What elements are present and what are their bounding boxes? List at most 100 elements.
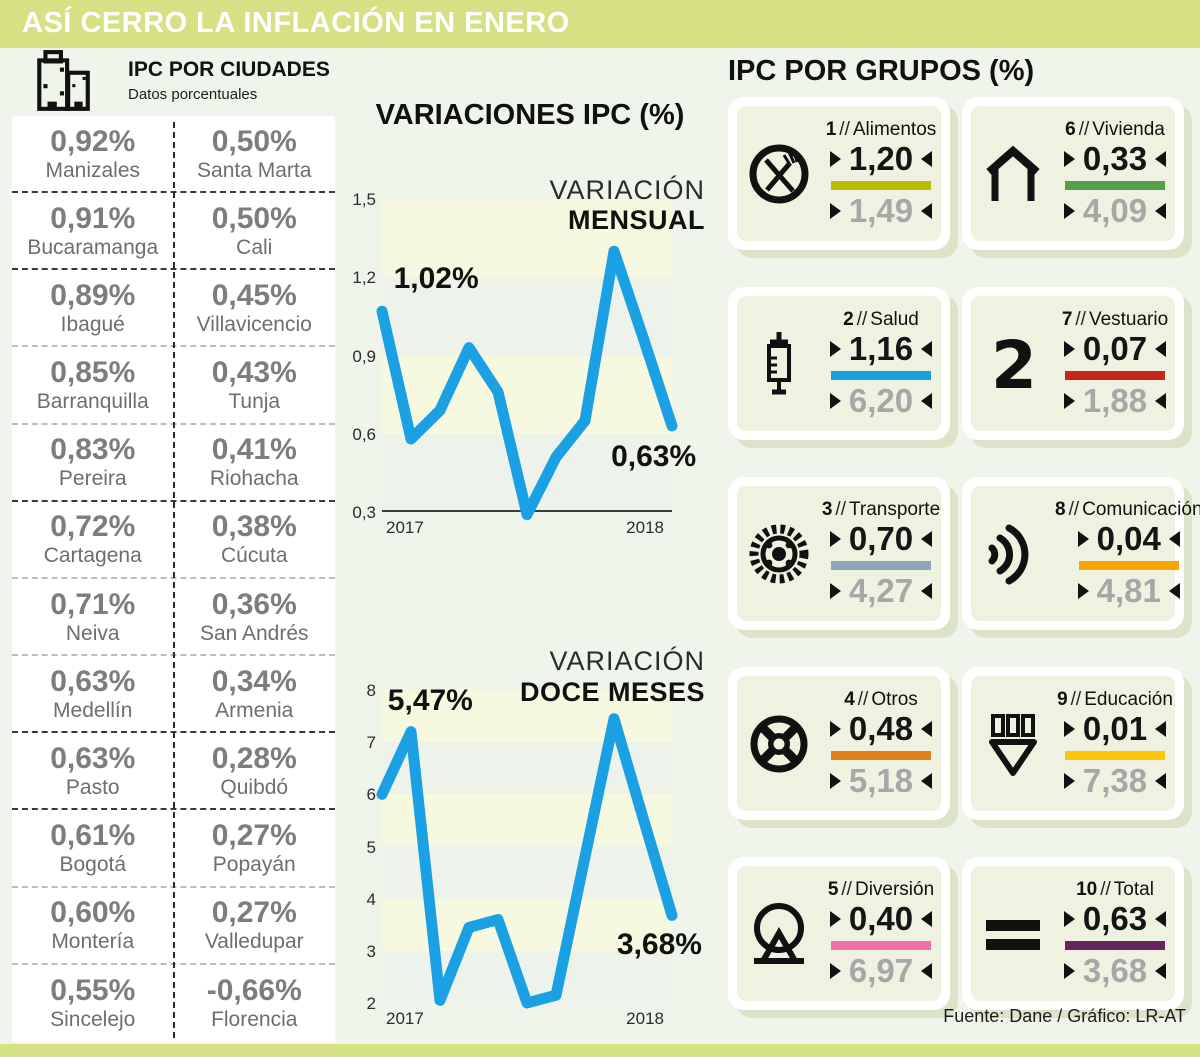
monthly-value-row: 1,16 bbox=[829, 329, 933, 367]
group-color-bar bbox=[831, 370, 931, 380]
group-card: 4//Otros 0,48 5,18 bbox=[728, 667, 950, 820]
group-separator: // bbox=[835, 498, 846, 520]
city-cell: 0,61% Bogotá bbox=[12, 821, 174, 877]
group-name: Educación bbox=[1084, 688, 1173, 710]
title-bar: ASÍ CERRO LA INFLACIÓN EN ENERO bbox=[0, 0, 1200, 48]
city-table-row: 0,60% Montería 0,27% Valledupar bbox=[12, 888, 335, 965]
y-axis-tick-label: 3 bbox=[366, 941, 376, 961]
arrow-left-icon bbox=[1168, 531, 1180, 548]
twelve-month-value-row: 4,09 bbox=[1063, 193, 1167, 229]
page-title: ASÍ CERRO LA INFLACIÓN EN ENERO bbox=[22, 7, 570, 39]
hanger-icon: 2 bbox=[971, 329, 1055, 399]
group-card-values: 3//Transporte 0,70 4,27 bbox=[821, 499, 941, 608]
group-label: 8//Comunicación bbox=[1055, 499, 1200, 521]
group-card-inner: 10//Total 0,63 3,68 bbox=[971, 866, 1175, 1001]
twelve-month-value-row: 1,49 bbox=[829, 193, 933, 229]
city-table-row: 0,55% Sincelejo -0,66% Florencia bbox=[12, 965, 335, 1042]
group-separator: // bbox=[1078, 118, 1090, 140]
twelve-month-value: 5,18 bbox=[848, 761, 914, 799]
monthly-value: 0,01 bbox=[1082, 709, 1148, 747]
arrow-left-icon bbox=[921, 392, 933, 409]
y-axis-tick-label: 6 bbox=[366, 785, 376, 805]
chart-title-light: VARIACIÓN bbox=[549, 175, 705, 205]
arrow-left-icon bbox=[921, 202, 933, 219]
chart-title-light: VARIACIÓN bbox=[549, 646, 705, 676]
group-card-values: 6//Vivienda 0,33 4,09 bbox=[1055, 119, 1175, 228]
city-name: Bogotá bbox=[59, 853, 127, 877]
arrow-left-icon bbox=[1155, 151, 1167, 168]
group-card-inner: 2 7//Vestuario 0,07 1,88 bbox=[971, 296, 1175, 431]
arrow-right-icon bbox=[829, 772, 841, 789]
group-card-inner: 5//Diversión 0,40 6,97 bbox=[737, 866, 941, 1001]
group-separator: // bbox=[839, 118, 850, 140]
city-cell: 0,63% Medellín bbox=[12, 664, 174, 721]
city-name: Pasto bbox=[65, 775, 120, 799]
city-value: 0,41% bbox=[211, 433, 297, 467]
line-series bbox=[376, 245, 678, 521]
y-axis-tick-label: 5 bbox=[366, 837, 376, 857]
data-point-label: 5,47% bbox=[387, 683, 473, 717]
arrow-left-icon bbox=[921, 341, 933, 358]
twelve-month-value-row: 5,18 bbox=[829, 761, 933, 799]
city-cell: 0,63% Pasto bbox=[12, 743, 174, 799]
city-name: San Andrés bbox=[199, 621, 309, 645]
city-cell: 0,50% Cali bbox=[174, 203, 336, 259]
city-value: 0,55% bbox=[50, 974, 136, 1008]
group-color-bar bbox=[1065, 370, 1165, 380]
arrow-left-icon bbox=[1155, 962, 1167, 979]
monthly-value: 0,33 bbox=[1082, 139, 1148, 177]
group-separator: // bbox=[1075, 308, 1086, 330]
group-card-values: 5//Diversión 0,40 6,97 bbox=[821, 879, 941, 988]
arrow-right-icon bbox=[1077, 531, 1089, 548]
group-number: 2 bbox=[843, 308, 854, 330]
wheel-icon bbox=[737, 709, 821, 779]
arrow-left-icon bbox=[921, 911, 933, 928]
group-card: 6//Vivienda 0,33 4,09 bbox=[962, 97, 1184, 250]
monthly-value-row: 0,63 bbox=[1063, 901, 1167, 937]
group-color-bar bbox=[831, 180, 931, 190]
group-name: Transporte bbox=[848, 498, 941, 520]
city-value: -0,66% bbox=[206, 974, 302, 1008]
group-card-values: 8//Comunicación 0,04 4,81 bbox=[1055, 499, 1200, 608]
group-label: 9//Educación bbox=[1057, 689, 1173, 711]
city-value: 0,63% bbox=[50, 664, 136, 698]
monthly-value: 0,70 bbox=[848, 519, 914, 557]
city-value: 0,89% bbox=[50, 278, 136, 312]
group-card: 1//Alimentos 1,20 1,49 bbox=[728, 97, 950, 250]
plot-area: 8 7 6 5 4 3 2 2017 2018 5,47% 3,68% bbox=[367, 682, 702, 1028]
svg-text:2: 2 bbox=[991, 329, 1037, 399]
city-name: Cali bbox=[236, 235, 273, 259]
x-axis-label: 2017 bbox=[386, 518, 424, 537]
group-separator: // bbox=[857, 688, 869, 710]
city-name: Valledupar bbox=[204, 930, 304, 954]
food-circle-icon bbox=[737, 139, 821, 209]
syringe-icon bbox=[737, 329, 821, 399]
group-label: 3//Transporte bbox=[822, 499, 940, 521]
city-name: Sincelejo bbox=[50, 1008, 136, 1032]
group-card: 10//Total 0,63 3,68 bbox=[962, 857, 1184, 1010]
monthly-value: 0,04 bbox=[1096, 519, 1161, 557]
group-separator: // bbox=[1070, 688, 1082, 710]
city-name: Montería bbox=[51, 930, 135, 954]
city-cell: 0,71% Neiva bbox=[12, 589, 174, 645]
city-name: Manizales bbox=[45, 158, 141, 182]
group-number: 3 bbox=[821, 498, 833, 520]
twelve-month-value-row: 6,97 bbox=[829, 953, 933, 989]
arrow-right-icon bbox=[829, 202, 841, 219]
group-number: 10 bbox=[1076, 878, 1098, 900]
group-card-inner: 2//Salud 1,16 6,20 bbox=[737, 296, 941, 431]
city-name: Neiva bbox=[65, 621, 120, 645]
city-cell: 0,91% Bucaramanga bbox=[12, 203, 174, 258]
equals-icon bbox=[971, 899, 1055, 969]
group-separator: // bbox=[856, 308, 868, 330]
city-table-row: 0,63% Medellín 0,34% Armenia bbox=[12, 656, 335, 734]
monthly-value-row: 0,01 bbox=[1063, 709, 1167, 747]
cities-heading: IPC POR CIUDADES bbox=[128, 58, 330, 81]
monthly-value-row: 0,70 bbox=[829, 519, 933, 557]
arrow-right-icon bbox=[829, 151, 841, 168]
arrow-left-icon bbox=[921, 582, 933, 599]
arrow-left-icon bbox=[1155, 721, 1167, 738]
y-axis-tick-label: 0,6 bbox=[352, 424, 376, 444]
monthly-value: 1,16 bbox=[848, 329, 914, 367]
city-value: 0,27% bbox=[211, 819, 297, 853]
